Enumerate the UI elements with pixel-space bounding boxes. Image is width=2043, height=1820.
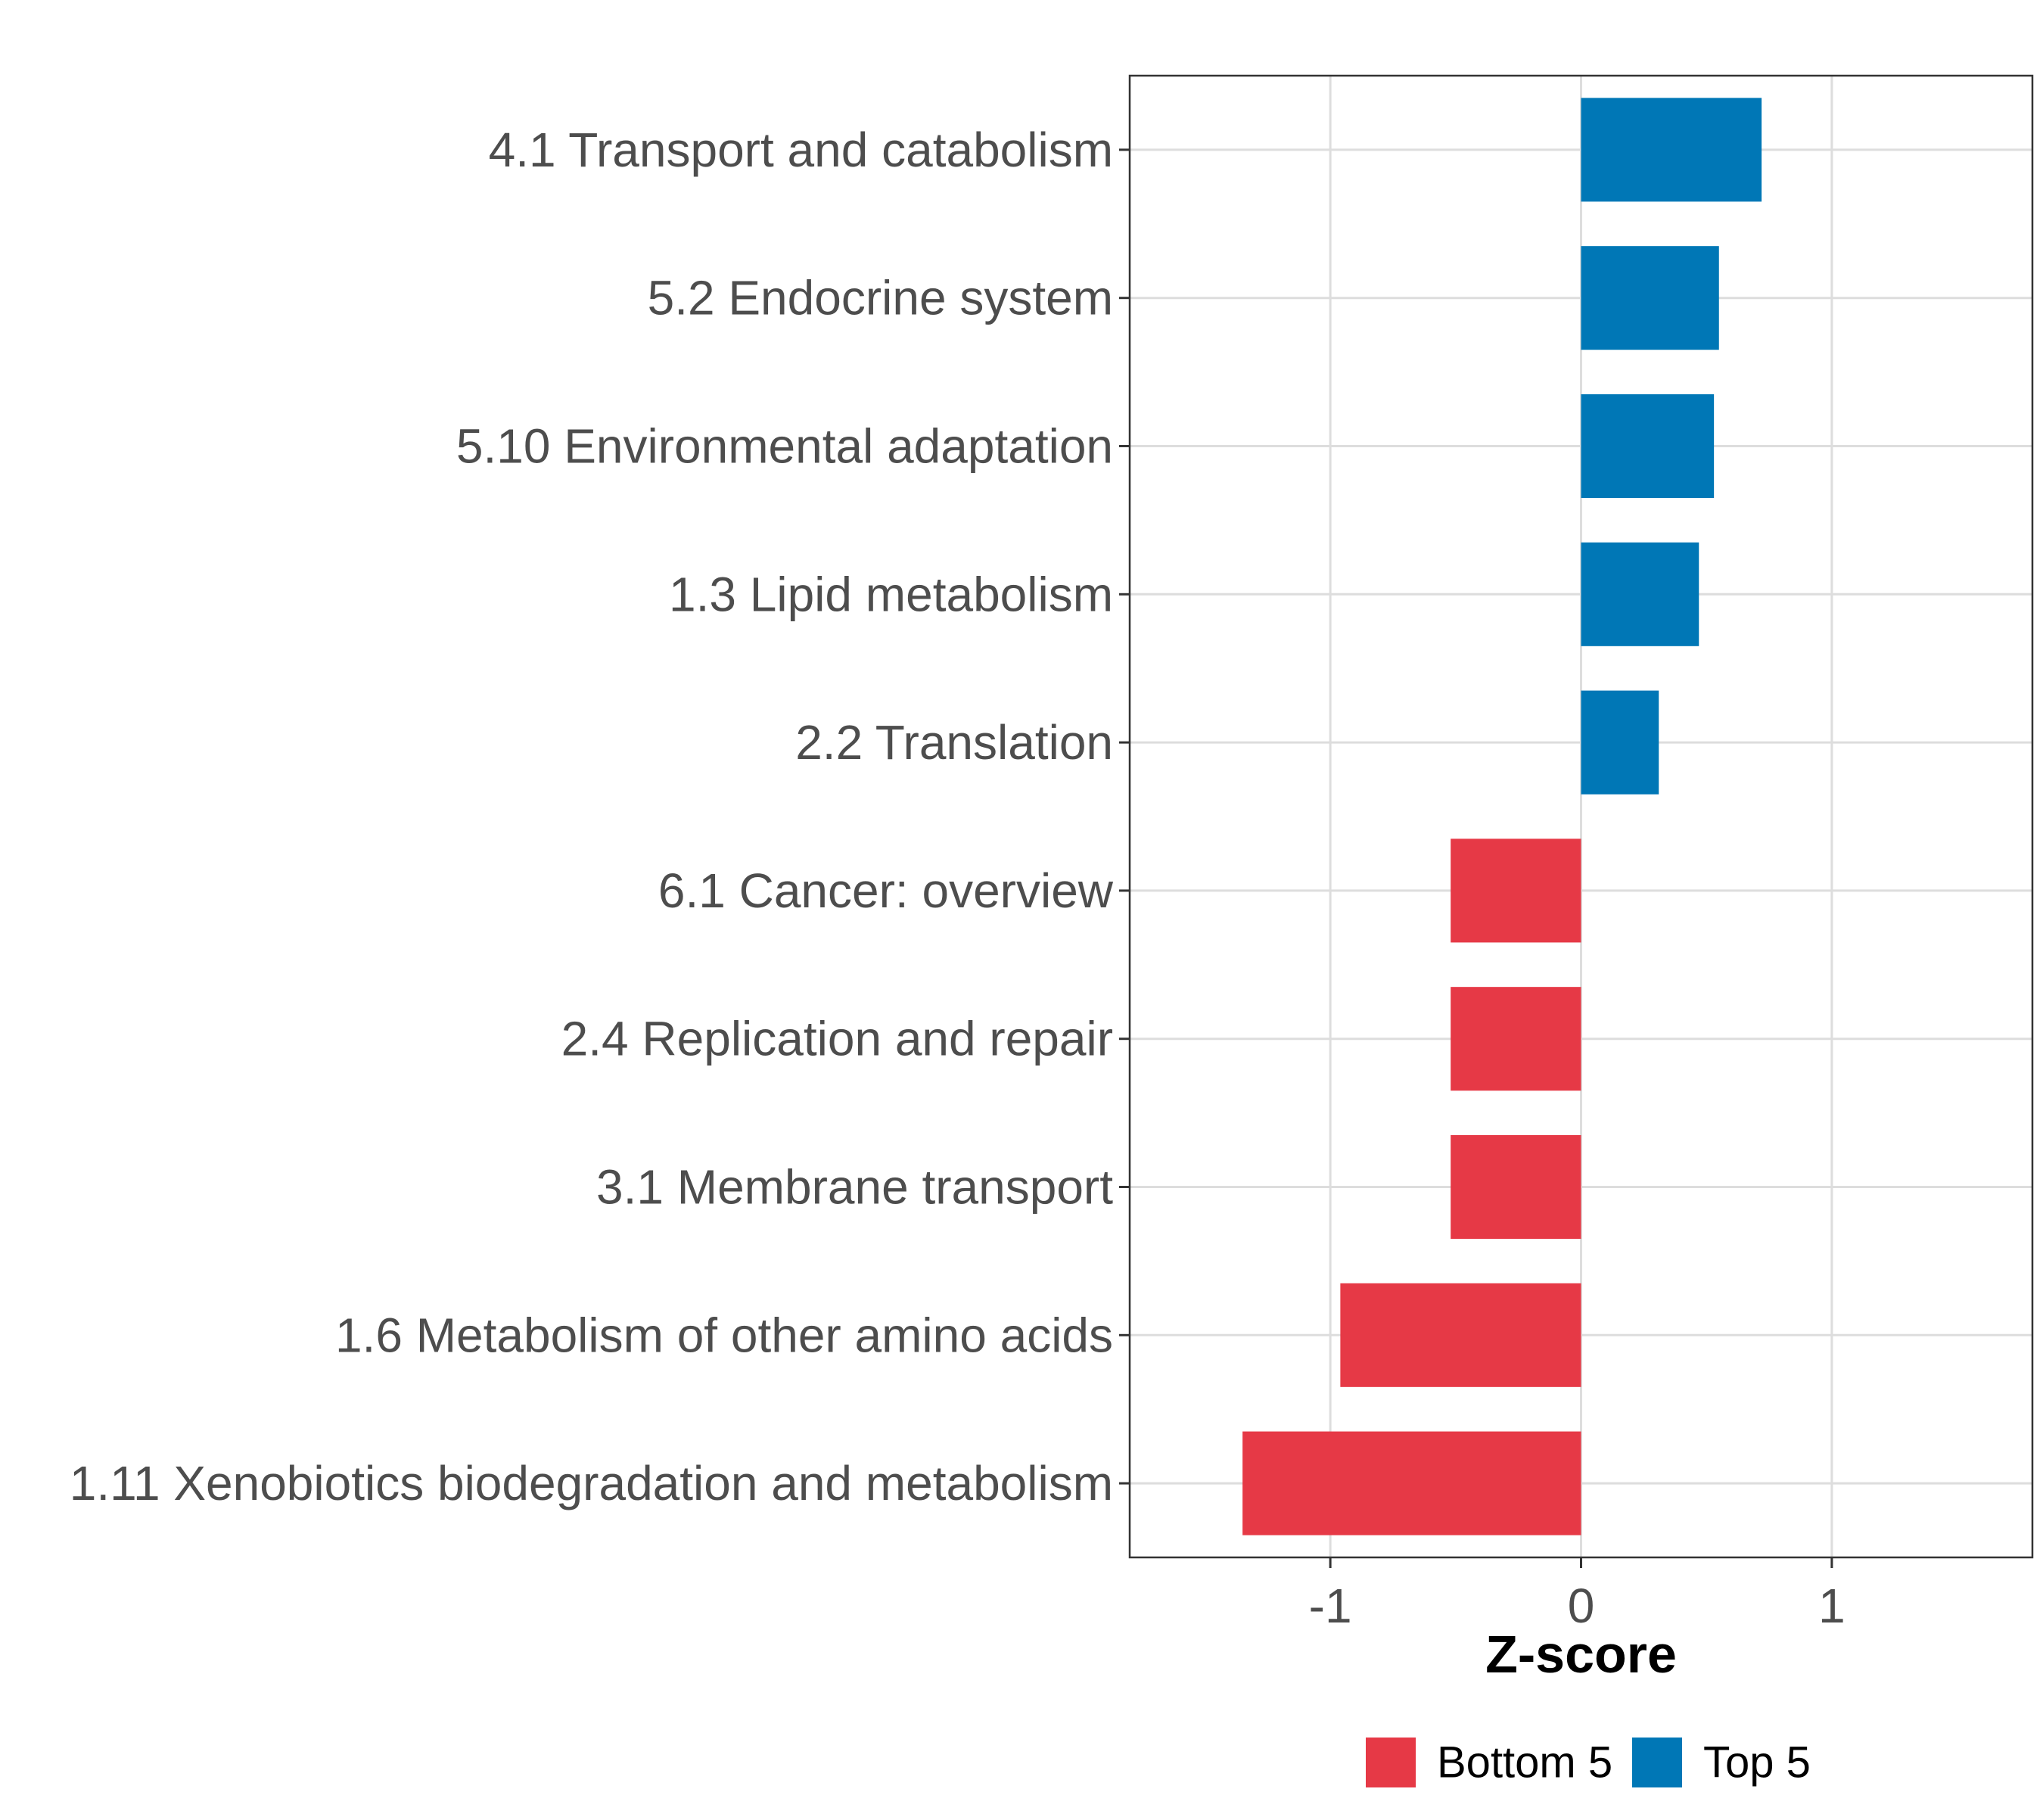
y-tick-label: 1.6 Metabolism of other amino acids <box>335 1308 1113 1362</box>
y-tick-label: 5.10 Environmental adaptation <box>456 419 1113 474</box>
bar-bottom-8 <box>1451 1134 1581 1240</box>
bar-bottom-10 <box>1242 1431 1581 1535</box>
bar-bottom-9 <box>1340 1283 1581 1387</box>
x-axis-title: Z-score <box>1485 1625 1677 1684</box>
y-tick-label: 3.1 Membrane transport <box>596 1160 1113 1215</box>
y-tick-label: 2.4 Replication and repair <box>561 1012 1113 1066</box>
x-axis-ticks: -1 0 1 <box>1309 1557 1846 1633</box>
x-tick-label: -1 <box>1309 1579 1352 1633</box>
bar-top-5 <box>1581 690 1659 795</box>
y-tick-label: 1.11 Xenobiotics biodegradation and meta… <box>70 1456 1113 1510</box>
x-tick-label: 0 <box>1568 1579 1595 1633</box>
bar-top-4 <box>1581 542 1699 646</box>
y-tick-label: 1.3 Lipid metabolism <box>669 567 1113 621</box>
y-tick-label: 4.1 Transport and catabolism <box>489 123 1113 177</box>
bar-bottom-6 <box>1451 838 1581 943</box>
bar-top-2 <box>1581 246 1719 350</box>
y-tick-label: 6.1 Cancer: overview <box>658 863 1114 918</box>
bar-top-3 <box>1581 394 1715 499</box>
legend: Bottom 5 Top 5 <box>1366 1738 1811 1787</box>
y-tick-label: 2.2 Translation <box>795 715 1113 770</box>
bars <box>1242 98 1762 1535</box>
bar-bottom-7 <box>1451 987 1581 1091</box>
legend-label: Top 5 <box>1703 1738 1811 1787</box>
y-tick-label: 5.2 Endocrine system <box>648 271 1113 325</box>
legend-label: Bottom 5 <box>1437 1738 1612 1787</box>
legend-swatch-top-5 <box>1632 1738 1682 1787</box>
bar-top-1 <box>1581 98 1762 202</box>
legend-swatch-bottom-5 <box>1366 1738 1416 1787</box>
y-axis-ticks: 4.1 Transport and catabolism 5.2 Endocrin… <box>70 123 1130 1510</box>
x-tick-label: 1 <box>1818 1579 1846 1633</box>
